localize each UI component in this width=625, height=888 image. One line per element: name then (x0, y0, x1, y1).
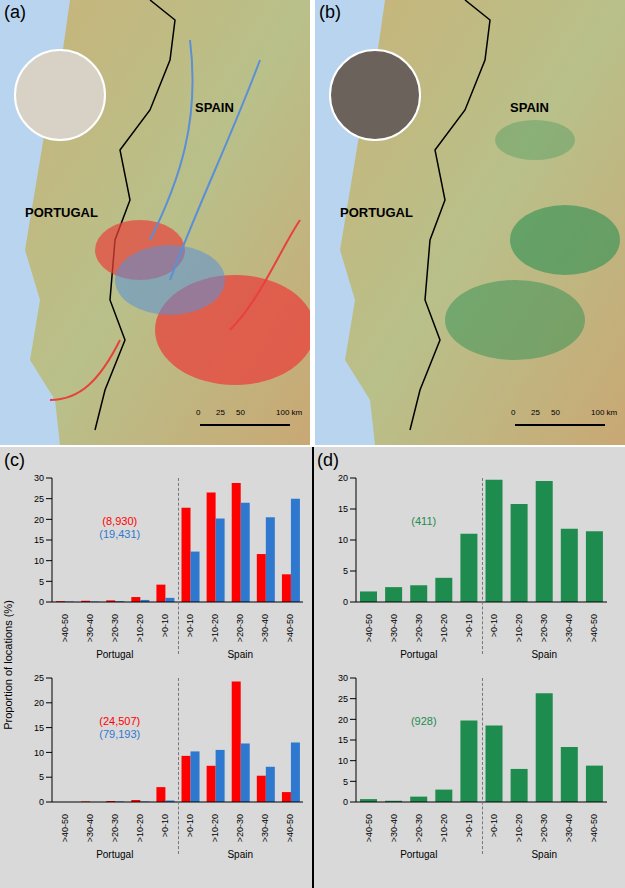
html-text:(79,193): (79,193) (99, 728, 141, 741)
svg-text:25: 25 (34, 673, 44, 683)
svg-text:>0-10: >0-10 (185, 814, 195, 837)
svg-text:>30-40: >30-40 (564, 614, 574, 642)
svg-text:0: 0 (343, 797, 348, 807)
svg-text:>30-40: >30-40 (260, 814, 270, 842)
svg-text:>40-50: >40-50 (364, 814, 374, 842)
svg-text:>20-30: >20-30 (539, 614, 549, 642)
svg-text:>0-10: >0-10 (464, 614, 474, 637)
html-text:Spain: Spain (531, 849, 557, 860)
html-text:(24,507): (24,507) (99, 715, 141, 728)
svg-text:>40-50: >40-50 (60, 814, 70, 842)
svg-text:30: 30 (338, 673, 348, 683)
svg-text:>30-40: >30-40 (85, 814, 95, 842)
svg-text:30: 30 (34, 473, 44, 483)
html-text:Portugal: Portugal (96, 649, 134, 660)
html-text:SPAIN: SPAIN (510, 100, 549, 115)
html-text:0: 0 (196, 408, 201, 417)
svg-text:>0-10: >0-10 (160, 814, 170, 837)
svg-text:5: 5 (39, 577, 44, 587)
svg-text:>10-20: >10-20 (514, 814, 524, 842)
html-text:50: 50 (551, 408, 560, 417)
svg-text:>0-10: >0-10 (185, 614, 195, 637)
svg-text:>20-30: >20-30 (235, 614, 245, 642)
svg-text:>10-20: >10-20 (210, 614, 220, 642)
html-text:25: 25 (531, 408, 540, 417)
svg-text:>40-50: >40-50 (285, 814, 295, 842)
svg-text:>30-40: >30-40 (389, 614, 399, 642)
html-text:(b): (b) (319, 2, 341, 22)
svg-text:>40-50: >40-50 (589, 614, 599, 642)
svg-text:>20-30: >20-30 (235, 814, 245, 842)
svg-text:15: 15 (338, 735, 348, 745)
html-text:PORTUGAL: PORTUGAL (25, 205, 98, 220)
svg-text:>20-30: >20-30 (110, 814, 120, 842)
svg-text:>20-30: >20-30 (539, 814, 549, 842)
svg-text:>0-10: >0-10 (489, 614, 499, 637)
svg-text:>10-20: >10-20 (439, 814, 449, 842)
svg-text:>10-20: >10-20 (439, 614, 449, 642)
html-text:Spain: Spain (227, 649, 253, 660)
svg-text:>40-50: >40-50 (589, 814, 599, 842)
html-text:Portugal: Portugal (400, 649, 438, 660)
html-text:0: 0 (511, 408, 516, 417)
svg-text:>30-40: >30-40 (389, 814, 399, 842)
svg-text:25: 25 (34, 494, 44, 504)
html-text:Portugal: Portugal (400, 849, 438, 860)
svg-text:10: 10 (338, 535, 348, 545)
svg-text:>40-50: >40-50 (364, 614, 374, 642)
html-text:50: 50 (236, 408, 245, 417)
html-text:Spain: Spain (227, 849, 253, 860)
svg-text:>0-10: >0-10 (464, 814, 474, 837)
svg-text:>0-10: >0-10 (489, 814, 499, 837)
svg-text:10: 10 (338, 756, 348, 766)
svg-text:0: 0 (39, 597, 44, 607)
svg-text:>10-20: >10-20 (210, 814, 220, 842)
svg-text:15: 15 (34, 723, 44, 733)
html-text:100 km: 100 km (276, 408, 303, 417)
html-text:100 km: 100 km (591, 408, 618, 417)
html-text:(d): (d) (317, 450, 339, 470)
html-text:Spain: Spain (531, 649, 557, 660)
svg-text:10: 10 (34, 748, 44, 758)
svg-text:25: 25 (338, 694, 348, 704)
svg-text:>20-30: >20-30 (110, 614, 120, 642)
svg-text:15: 15 (338, 504, 348, 514)
html-text:25: 25 (216, 408, 225, 417)
html-text:(8,930): (8,930) (102, 515, 138, 528)
svg-text:0: 0 (343, 597, 348, 607)
html-text:(c): (c) (4, 450, 25, 470)
svg-text:15: 15 (34, 535, 44, 545)
svg-text:>40-50: >40-50 (285, 614, 295, 642)
svg-text:5: 5 (39, 772, 44, 782)
svg-text:>20-30: >20-30 (414, 614, 424, 642)
html-text:Portugal: Portugal (96, 849, 134, 860)
html-text:(a): (a) (4, 2, 26, 22)
svg-text:>20-30: >20-30 (414, 814, 424, 842)
svg-text:>30-40: >30-40 (564, 814, 574, 842)
svg-text:>30-40: >30-40 (260, 614, 270, 642)
html-text:(928): (928) (410, 715, 437, 728)
svg-text:20: 20 (34, 698, 44, 708)
svg-text:>10-20: >10-20 (514, 614, 524, 642)
html-text:SPAIN: SPAIN (195, 100, 234, 115)
svg-text:20: 20 (338, 715, 348, 725)
html-text:PORTUGAL: PORTUGAL (340, 205, 413, 220)
html-text:(411): (411) (411, 515, 437, 528)
html-text:(19,431): (19,431) (99, 528, 141, 541)
svg-text:>40-50: >40-50 (60, 614, 70, 642)
svg-text:10: 10 (34, 556, 44, 566)
svg-text:>30-40: >30-40 (85, 614, 95, 642)
svg-text:20: 20 (338, 473, 348, 483)
svg-text:5: 5 (343, 566, 348, 576)
svg-text:Proportion of locations (%): Proportion of locations (%) (8, 600, 14, 730)
svg-text:0: 0 (39, 797, 44, 807)
svg-text:>10-20: >10-20 (135, 814, 145, 842)
svg-text:>0-10: >0-10 (160, 614, 170, 637)
svg-text:5: 5 (343, 777, 348, 787)
svg-text:20: 20 (34, 515, 44, 525)
svg-text:>10-20: >10-20 (135, 614, 145, 642)
